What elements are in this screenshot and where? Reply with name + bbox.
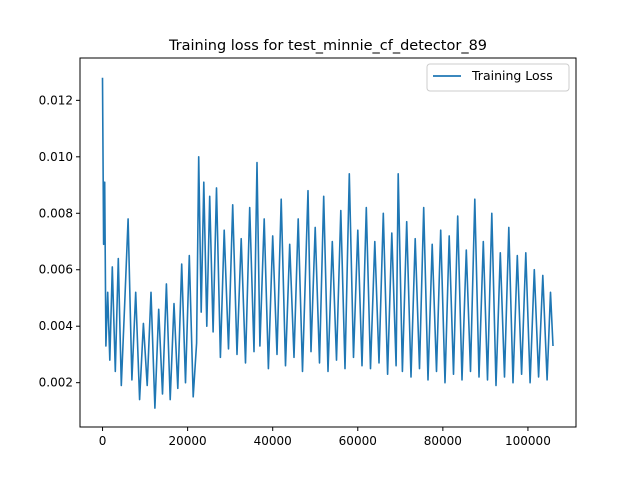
x-tick-label: 100000	[505, 434, 551, 448]
y-tick-label: 0.012	[39, 93, 73, 107]
x-tick-label: 40000	[254, 434, 292, 448]
x-tick-label: 0	[99, 434, 107, 448]
legend-box	[426, 63, 570, 92]
legend: Training Loss	[426, 63, 570, 92]
y-tick-label: 0.008	[39, 206, 73, 220]
plot-area	[101, 77, 554, 409]
y-axis: 0.002 0.004 0.006 0.008 0.010 0.012	[39, 93, 80, 390]
chart-title: Training loss for test_minnie_cf_detecto…	[168, 38, 487, 54]
x-tick-label: 20000	[169, 434, 207, 448]
x-axis: 0 20000 40000 60000 80000 100000	[99, 427, 551, 448]
y-tick-label: 0.002	[39, 376, 73, 390]
y-tick-label: 0.006	[39, 263, 73, 277]
y-tick-label: 0.004	[39, 319, 73, 333]
x-tick-label: 80000	[424, 434, 462, 448]
series-line-training-loss	[101, 77, 554, 409]
legend-label: Training Loss	[471, 68, 553, 83]
y-tick-label: 0.010	[39, 150, 73, 164]
axes-frame	[79, 57, 577, 428]
x-tick-label: 60000	[339, 434, 377, 448]
